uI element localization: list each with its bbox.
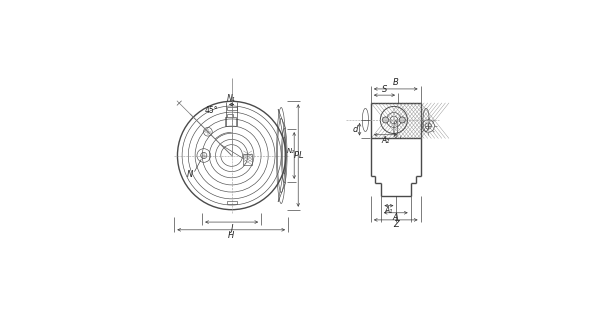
Text: H: H [228, 231, 234, 240]
Circle shape [399, 117, 405, 123]
Text: d: d [353, 125, 358, 134]
Text: B: B [393, 78, 399, 87]
Text: Z: Z [393, 220, 399, 229]
Bar [224, 118, 236, 126]
Bar [227, 107, 237, 110]
Bar [244, 154, 252, 165]
Circle shape [383, 117, 389, 123]
Text: P: P [294, 151, 299, 160]
Text: J: J [231, 224, 233, 233]
Text: A₂: A₂ [381, 136, 390, 145]
Bar [227, 201, 237, 204]
Text: N: N [187, 170, 193, 179]
Text: A: A [393, 213, 399, 222]
Text: A₁: A₁ [385, 206, 393, 215]
Text: N₁: N₁ [228, 94, 236, 103]
Text: N₂: N₂ [287, 148, 295, 154]
Text: S: S [382, 85, 387, 94]
Text: L: L [299, 151, 304, 160]
Text: 45°: 45° [205, 106, 218, 115]
